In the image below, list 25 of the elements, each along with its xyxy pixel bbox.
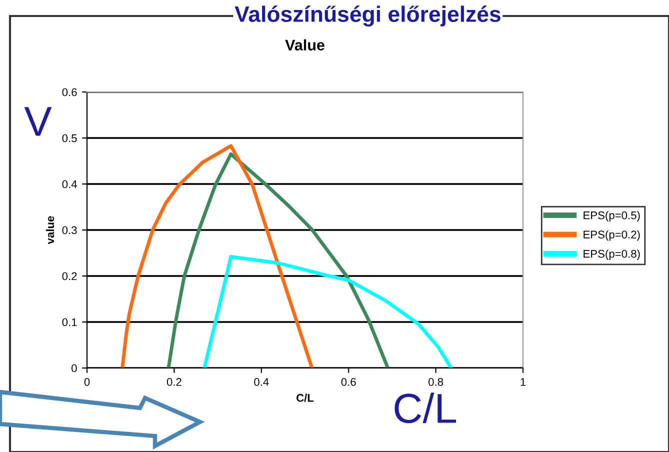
chart-title: Value (285, 39, 324, 50)
y-tick-label: 0.3 (62, 226, 77, 234)
y-tick-label: 0.4 (62, 180, 77, 188)
y-axis-title: value (46, 216, 54, 244)
x-tick-label: 0.8 (428, 378, 444, 386)
y-tick-label: 0.1 (62, 318, 77, 326)
y-tick-label: 0 (72, 364, 77, 372)
x-tick-label: 1 (520, 378, 526, 386)
y-tick-label: 0.5 (62, 134, 77, 142)
y-tick-label: 0.6 (62, 88, 77, 96)
x-axis-title: C/L (296, 394, 314, 402)
text: Valószínűségi előrejelzés (234, 5, 500, 27)
legend-label: EPS(p=0.8) (584, 250, 640, 260)
line-series (166, 152, 390, 368)
x-tick-label: 0.6 (341, 378, 356, 386)
x-tick-label: 0 (84, 378, 90, 386)
x-tick-label: 0.4 (254, 378, 269, 386)
y-tick-label: 0.2 (62, 272, 77, 280)
x-tick-label: 0.2 (166, 378, 182, 386)
legend-label: EPS(p=0.2) (584, 230, 640, 241)
legend-label: EPS(p=0.5) (584, 211, 640, 222)
line-series (120, 144, 314, 368)
text: V (24, 107, 52, 136)
line-series (202, 254, 453, 368)
text: C/L (394, 392, 456, 424)
